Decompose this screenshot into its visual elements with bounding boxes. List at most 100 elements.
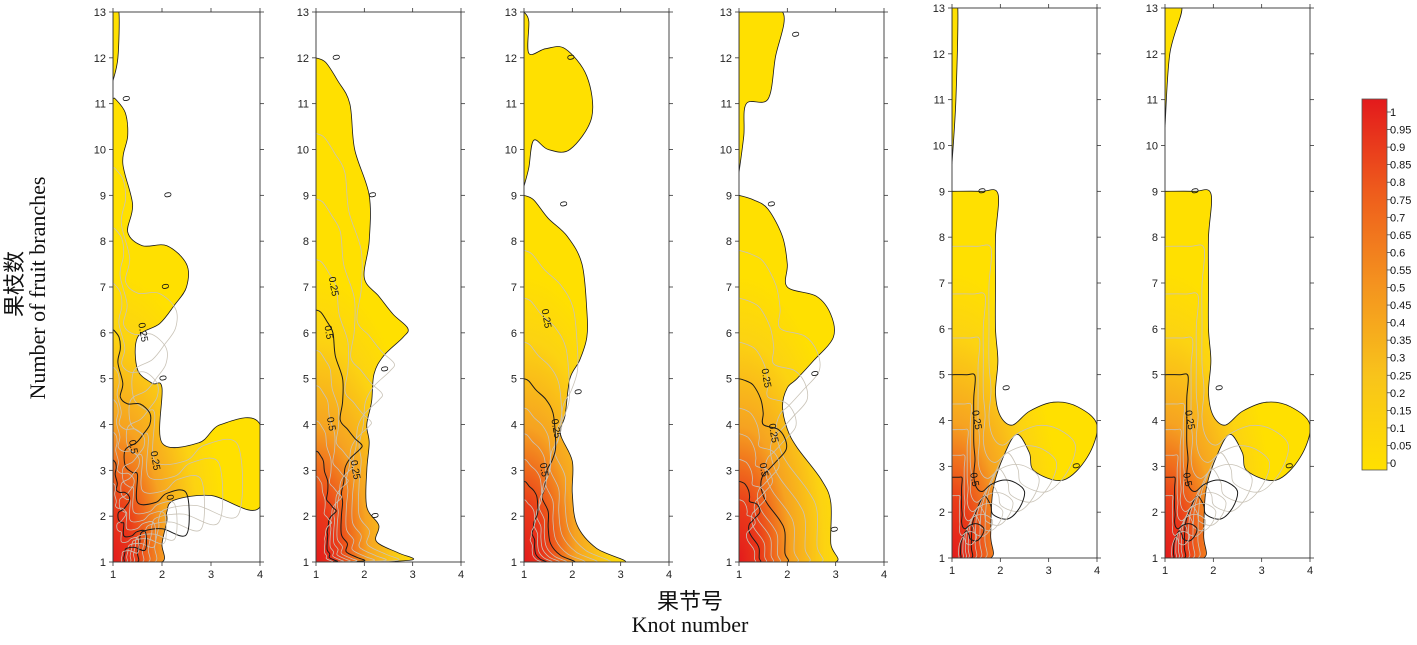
x-tick-label: 3 (1259, 565, 1265, 577)
y-tick-label: 5 (939, 370, 945, 382)
colorbar-tick-label: 0.65 (1390, 230, 1411, 242)
colorbar-tick-label: 0 (1390, 458, 1396, 470)
y-tick-label: 3 (1152, 461, 1158, 473)
zero-contour-region (316, 57, 415, 562)
zero-contour-blob (113, 12, 120, 81)
y-tick-label: 3 (726, 465, 732, 477)
y-tick-label: 7 (939, 278, 945, 290)
contour-label: 0 (161, 191, 173, 199)
x-tick-label: 3 (833, 569, 839, 581)
minor-contour-line (524, 407, 568, 562)
contour-label: 0 (1188, 187, 1200, 195)
contour-label: 0 (156, 375, 168, 383)
x-tick-label: 2 (159, 569, 165, 581)
y-tick-label: 3 (100, 465, 106, 477)
y-tick-label: 9 (511, 190, 517, 202)
major-contour-line (524, 378, 576, 562)
x-tick-label: 1 (521, 569, 527, 581)
x-tick-label: 3 (410, 569, 416, 581)
colorbar-tick-label: 0.85 (1390, 160, 1411, 172)
minor-contour-line (316, 385, 351, 562)
x-tick-label: 2 (361, 569, 367, 581)
colorbar-tick-label: 0.55 (1390, 265, 1411, 277)
contour-label: 0.5 (126, 439, 139, 455)
y-tick-label: 12 (720, 53, 732, 65)
y-tick-label: 13 (720, 7, 732, 19)
y-tick-label: 1 (939, 553, 945, 565)
y-tick-label: 13 (933, 3, 945, 15)
y-tick-label: 3 (939, 461, 945, 473)
colorbar-tick-label: 0.75 (1390, 195, 1411, 207)
zero-contour-blob (1165, 8, 1183, 128)
colorbar: 1 0.95 0.9 0.85 0.8 0.75 0.7 0.65 0.6 0.55 0.5 0.45… (1361, 98, 1411, 471)
x-axis-label-english: Knot number (631, 612, 749, 637)
y-tick-label: 11 (95, 99, 106, 111)
minor-contour-line (316, 475, 333, 562)
x-tick-label: 4 (458, 569, 464, 581)
contour-label: 0 (564, 54, 576, 62)
contour-label: 0.25 (548, 418, 562, 440)
colorbar-tick-label: 0.2 (1390, 388, 1405, 400)
y-tick-label: 5 (100, 374, 106, 386)
contour-label: 0 (808, 370, 820, 378)
y-tick-label: 1 (726, 557, 732, 569)
y-tick-label: 8 (1152, 232, 1158, 244)
y-tick-label: 1 (100, 557, 106, 569)
y-tick-label: 2 (726, 511, 732, 523)
contour-label: 0.25 (539, 308, 553, 330)
y-tick-label: 3 (511, 465, 517, 477)
major-contour-line (113, 329, 190, 562)
zero-contour-blob (739, 12, 785, 173)
minor-contour-line (316, 420, 344, 562)
x-tick-label: 4 (1094, 565, 1100, 577)
y-tick-label: 11 (934, 95, 945, 107)
y-tick-label: 13 (505, 7, 517, 19)
y-tick-label: 5 (1152, 370, 1158, 382)
y-tick-label: 6 (100, 328, 106, 340)
contour-label: 0 (789, 31, 801, 39)
x-tick-label: 4 (257, 569, 263, 581)
x-tick-label: 2 (997, 565, 1003, 577)
minor-contour-line (1165, 336, 1253, 558)
y-tick-label: 12 (1146, 49, 1158, 61)
minor-contour-line (113, 167, 244, 562)
x-tick-label: 1 (1162, 565, 1168, 577)
contour-label: 0 (975, 187, 987, 195)
colorbar-tick-label: 0.25 (1390, 370, 1411, 382)
minor-contour-line (952, 244, 1076, 558)
minor-contour-line (524, 499, 542, 562)
contour-label: 0 (366, 191, 378, 199)
y-tick-label: 10 (720, 145, 732, 157)
minor-contour-line (952, 292, 1058, 558)
y-tick-label: 6 (511, 328, 517, 340)
contour-label: 0 (571, 388, 583, 396)
y-tick-label: 10 (94, 145, 106, 157)
x-tick-label: 1 (313, 569, 319, 581)
minor-contour-line (739, 433, 775, 562)
minor-contour-line (739, 458, 768, 562)
minor-contour-line (739, 407, 781, 562)
contour-label: 0.25 (1182, 410, 1196, 432)
zero-contour-blob (524, 12, 594, 187)
colorbar-tick-label: 0.8 (1390, 177, 1405, 189)
contour-label: 0.5 (757, 462, 770, 478)
y-tick-label: 9 (939, 186, 945, 198)
y-tick-label: 4 (100, 420, 106, 432)
minor-contour-line (316, 349, 358, 562)
contour-label: 0 (368, 512, 380, 520)
minor-contour-line (739, 249, 824, 562)
contour-label: 0 (765, 200, 777, 208)
contour-label: 0 (999, 384, 1011, 392)
y-tick-label: 12 (297, 53, 309, 65)
colorbar-tick-label: 0.7 (1390, 212, 1405, 224)
major-contour-line (524, 480, 547, 562)
y-tick-label: 8 (511, 236, 517, 248)
zero-contour-blob (952, 8, 959, 164)
y-tick-label: 3 (303, 465, 309, 477)
y-tick-label: 9 (1152, 186, 1158, 198)
y-tick-label: 11 (506, 99, 517, 111)
